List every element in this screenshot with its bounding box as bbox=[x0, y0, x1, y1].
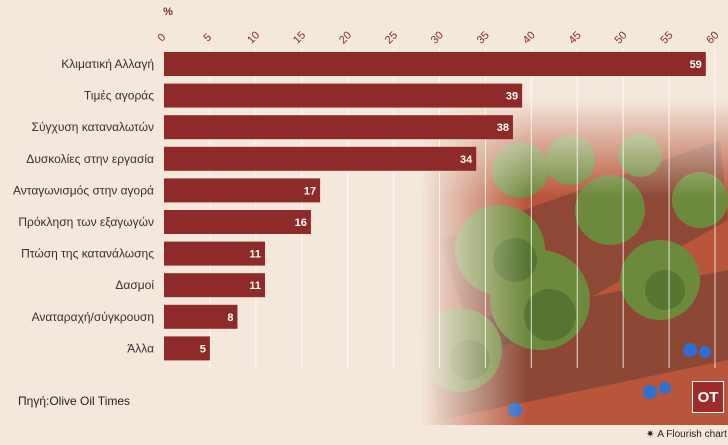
x-tick-label: 25 bbox=[383, 29, 400, 46]
bar bbox=[164, 241, 266, 266]
x-tick-label: 40 bbox=[521, 29, 538, 46]
value-label: 5 bbox=[200, 343, 206, 355]
olive-harvest-photo bbox=[420, 100, 728, 425]
category-label: Πτώση της κατανάλωσης bbox=[21, 247, 154, 261]
bar bbox=[164, 115, 513, 140]
x-tick-label: 30 bbox=[429, 29, 446, 46]
category-label: Αναταραχή/σύγκρουση bbox=[32, 310, 154, 324]
value-label: 38 bbox=[497, 122, 509, 134]
x-tick-label: 5 bbox=[201, 31, 214, 44]
x-tick-label: 10 bbox=[245, 29, 262, 46]
bar bbox=[164, 178, 321, 203]
category-label: Πρόκληση των εξαγωγών bbox=[18, 215, 154, 229]
x-tick-label: 60 bbox=[704, 29, 721, 46]
value-label: 17 bbox=[304, 185, 316, 197]
bar bbox=[164, 83, 523, 108]
category-label: Κλιματική Αλλαγή bbox=[61, 57, 154, 71]
value-label: 11 bbox=[249, 249, 261, 261]
category-label: Άλλα bbox=[127, 341, 154, 355]
value-label: 11 bbox=[249, 280, 261, 292]
x-axis-ticks: 0 5 10 15 20 25 30 35 40 45 50 55 60 bbox=[155, 29, 721, 46]
x-tick-label: 0 bbox=[155, 31, 168, 44]
x-tick-label: 20 bbox=[337, 29, 354, 46]
category-labels: Κλιματική Αλλαγή Τιμές αγοράς Σύγχυση κατα… bbox=[13, 57, 154, 355]
bar bbox=[164, 304, 238, 329]
bars bbox=[164, 52, 706, 361]
source-note: Πηγή:Olive Oil Times bbox=[18, 394, 131, 408]
category-label: Δυσκολίες στην εργασία bbox=[26, 152, 154, 166]
x-tick-label: 45 bbox=[567, 29, 584, 46]
bar bbox=[164, 146, 477, 171]
value-labels: 59 39 38 34 17 16 11 11 8 5 bbox=[200, 59, 702, 355]
category-label: Δασμοί bbox=[115, 278, 154, 292]
unit-label: % bbox=[163, 6, 173, 18]
category-label: Σύγχυση καταναλωτών bbox=[32, 120, 154, 134]
bar bbox=[164, 273, 266, 298]
value-label: 59 bbox=[690, 59, 702, 71]
x-tick-label: 50 bbox=[612, 29, 629, 46]
value-label: 8 bbox=[227, 312, 233, 324]
x-tick-label: 15 bbox=[291, 29, 308, 46]
category-label: Ανταγωνισμός στην αγορά bbox=[13, 183, 154, 197]
bar bbox=[164, 52, 706, 76]
value-label: 34 bbox=[460, 154, 473, 166]
value-label: 39 bbox=[506, 91, 518, 103]
flourish-star-icon: ✷ bbox=[646, 429, 655, 440]
credit-text: A Flourish chart bbox=[657, 429, 727, 440]
flourish-credit[interactable]: ✷ A Flourish chart bbox=[646, 429, 727, 440]
x-tick-label: 35 bbox=[475, 29, 492, 46]
value-label: 16 bbox=[295, 217, 307, 229]
x-tick-label: 55 bbox=[658, 29, 675, 46]
bar bbox=[164, 210, 311, 234]
bar bbox=[164, 336, 210, 361]
category-label: Τιμές αγοράς bbox=[84, 89, 154, 103]
ot-logo: OT bbox=[692, 381, 724, 413]
